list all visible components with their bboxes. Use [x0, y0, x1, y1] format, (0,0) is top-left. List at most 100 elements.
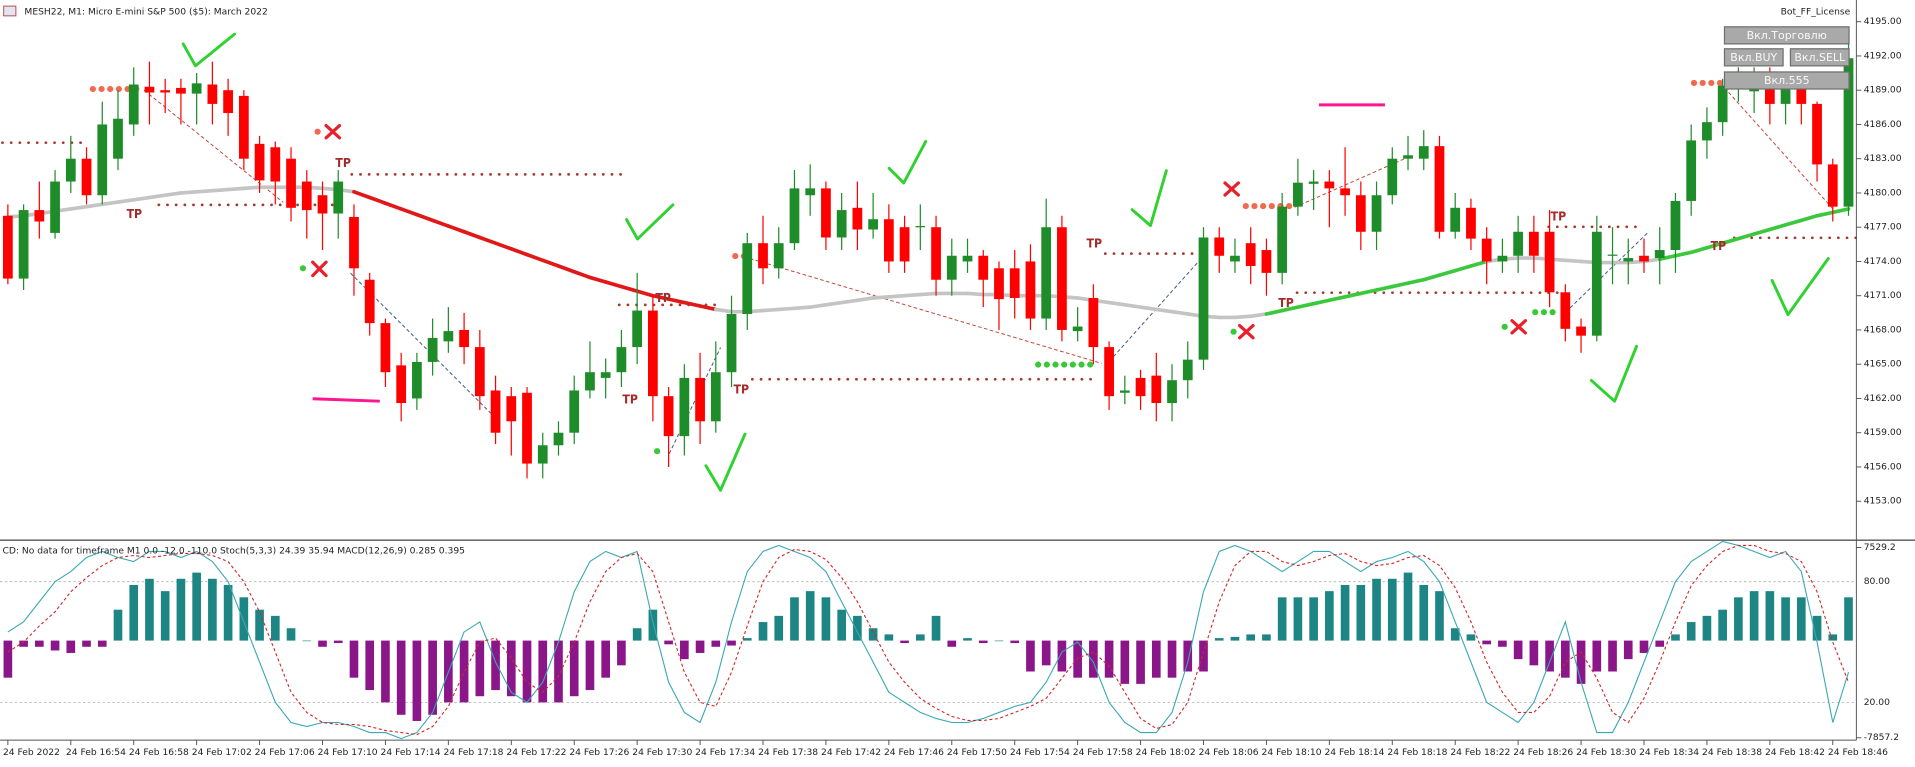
- candle-body: [1182, 359, 1193, 381]
- candle-body: [1355, 195, 1366, 232]
- moving-average: [1311, 298, 1332, 306]
- chart-objects: [1, 32, 1858, 492]
- x-tick-label: 24 Feb 18:26: [1513, 748, 1573, 758]
- y-tick-label: 4183.00: [1864, 154, 1902, 164]
- y-tick-label: 4168.00: [1864, 325, 1902, 335]
- moving-average: [698, 304, 718, 312]
- candle-body: [1230, 255, 1240, 262]
- histogram-bar: [1828, 634, 1838, 641]
- candle-body: [679, 377, 690, 437]
- button-label[interactable]: Вкл.555: [1764, 74, 1810, 87]
- button[interactable]: Вкл.BUY: [1723, 48, 1784, 67]
- candle-body: [1686, 140, 1697, 201]
- trade-line: [749, 258, 1102, 364]
- moving-average: [776, 306, 797, 312]
- y-tick-label: 4171.00: [1864, 291, 1902, 301]
- moving-average: [1453, 264, 1473, 273]
- moving-average: [1280, 305, 1300, 313]
- moving-average: [194, 188, 215, 194]
- moving-average: [462, 229, 482, 240]
- histogram-bar: [805, 591, 815, 641]
- button-face[interactable]: [1789, 48, 1850, 67]
- moving-average: [540, 258, 561, 268]
- histogram-bar: [1450, 628, 1460, 641]
- histogram-bar: [208, 578, 217, 641]
- tp-label: TP: [734, 383, 750, 397]
- candle-body: [1403, 155, 1413, 159]
- moving-average: [1170, 309, 1190, 316]
- x-tick-label: 24 Feb 17:46: [884, 748, 944, 758]
- button-label[interactable]: Вкл.BUY: [1730, 51, 1777, 64]
- moving-average: [100, 200, 120, 207]
- candle-body: [537, 445, 548, 464]
- candle-body: [1340, 188, 1350, 196]
- histogram-bar: [3, 640, 13, 678]
- button-face[interactable]: [1723, 48, 1784, 67]
- candle-body: [1025, 261, 1036, 319]
- histogram-bar: [1513, 640, 1523, 660]
- check-mark: [887, 139, 928, 185]
- button[interactable]: Вкл.Торговлю: [1723, 26, 1850, 45]
- y-tick-label: 4174.00: [1864, 257, 1902, 267]
- histogram-bar: [915, 634, 925, 641]
- candle-body: [160, 90, 171, 93]
- marker-line: [312, 397, 380, 403]
- x-tick-label: 24 Feb 17:50: [947, 748, 1007, 758]
- button-label[interactable]: Вкл.SELL: [1794, 51, 1846, 64]
- candle-body: [616, 347, 627, 373]
- histogram-bar: [1844, 597, 1853, 641]
- candle-body: [333, 181, 344, 214]
- candle-body: [585, 372, 595, 391]
- button-label[interactable]: Вкл.Торговлю: [1747, 29, 1827, 42]
- candle-body: [946, 255, 957, 280]
- moving-average: [839, 298, 860, 305]
- histogram-bar: [302, 640, 312, 642]
- moving-average: [635, 289, 655, 298]
- candle-body: [1088, 297, 1099, 348]
- histogram-bar: [129, 584, 139, 641]
- button-face[interactable]: [1723, 71, 1850, 90]
- button[interactable]: Вкл.555: [1723, 71, 1850, 90]
- moving-average: [556, 264, 577, 274]
- candle-body: [65, 158, 76, 182]
- histogram-bar: [1277, 597, 1287, 641]
- button[interactable]: Вкл.SELL: [1789, 48, 1850, 67]
- x-tick-label: 24 Feb 16:58: [129, 748, 189, 758]
- candle-body: [1639, 255, 1649, 262]
- moving-average: [84, 202, 105, 209]
- trade-line: [350, 272, 497, 419]
- button-face[interactable]: [1723, 26, 1850, 45]
- histogram-bar: [1592, 640, 1602, 672]
- x-tick-label: 24 Feb 18:02: [1136, 748, 1196, 758]
- cross-mark: [311, 260, 328, 278]
- histogram-bar: [1136, 640, 1145, 684]
- histogram-bar: [491, 640, 500, 691]
- x-tick-label: 24 Feb 2022: [3, 748, 60, 758]
- histogram-bar: [1340, 584, 1350, 641]
- histogram-bar: [475, 640, 485, 697]
- histogram-bar: [727, 640, 736, 646]
- histogram-bar: [349, 640, 359, 678]
- candle-body: [50, 181, 60, 233]
- tp-label: TP: [1711, 239, 1727, 253]
- y-tick-label: 4162.00: [1864, 394, 1902, 404]
- candle-body: [1261, 250, 1272, 273]
- candle-body: [710, 372, 721, 422]
- histogram-bar: [585, 640, 595, 691]
- tp-label: TP: [655, 291, 671, 305]
- candle-body: [1654, 250, 1665, 259]
- histogram-bar: [19, 640, 28, 647]
- histogram-bar: [1167, 640, 1177, 678]
- moving-average: [430, 218, 451, 228]
- histogram-bar: [428, 640, 437, 715]
- candle-body: [2, 215, 13, 279]
- candle-body: [648, 310, 658, 397]
- candle-body: [1827, 164, 1838, 207]
- y-tick-label: 4159.00: [1864, 428, 1902, 438]
- moving-average: [1783, 218, 1804, 227]
- x-tick-label: 24 Feb 17:06: [255, 748, 315, 758]
- x-tick-label: 24 Feb 17:42: [821, 748, 881, 758]
- moving-average: [1107, 300, 1127, 307]
- moving-average: [1736, 232, 1756, 241]
- x-tick-label: 24 Feb 17:22: [506, 748, 566, 758]
